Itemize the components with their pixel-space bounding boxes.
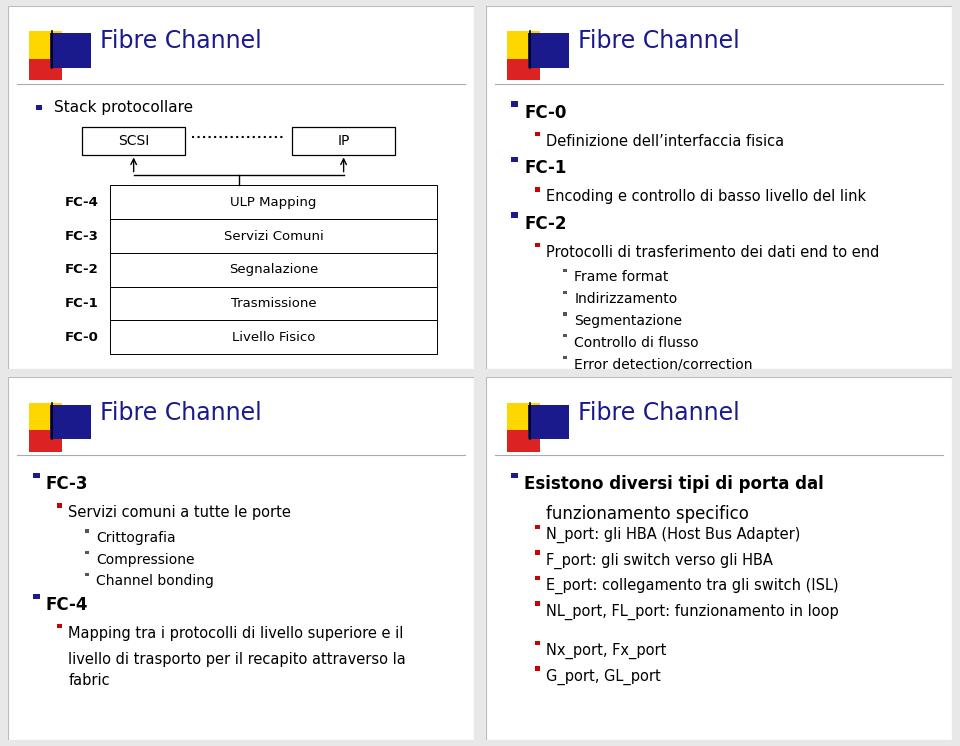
- Text: Livello Fisico: Livello Fisico: [232, 330, 315, 344]
- Text: Servizi Comuni: Servizi Comuni: [224, 230, 324, 242]
- Text: FC-4: FC-4: [64, 195, 99, 209]
- Text: Channel bonding: Channel bonding: [96, 574, 214, 589]
- Bar: [36, 105, 42, 110]
- Text: Fibre Channel: Fibre Channel: [578, 401, 740, 424]
- Bar: [512, 101, 518, 107]
- Bar: [57, 624, 62, 628]
- Bar: [292, 128, 395, 154]
- Bar: [507, 31, 540, 58]
- Bar: [563, 291, 567, 294]
- Text: Protocolli di trasferimento dei dati end to end: Protocolli di trasferimento dei dati end…: [546, 245, 879, 260]
- Text: F_port: gli switch verso gli HBA: F_port: gli switch verso gli HBA: [546, 553, 774, 568]
- Text: Compressione: Compressione: [96, 553, 195, 567]
- Text: Indirizzamento: Indirizzamento: [574, 292, 678, 306]
- Bar: [29, 58, 62, 81]
- Bar: [84, 530, 89, 533]
- Bar: [110, 219, 437, 253]
- Text: Frame format: Frame format: [574, 270, 669, 284]
- Bar: [535, 187, 540, 192]
- Text: FC-0: FC-0: [64, 330, 99, 344]
- Text: E_port: collegamento tra gli switch (ISL): E_port: collegamento tra gli switch (ISL…: [546, 578, 839, 594]
- Bar: [50, 404, 91, 439]
- Text: SCSI: SCSI: [118, 134, 149, 148]
- Bar: [512, 157, 518, 162]
- Bar: [29, 403, 62, 430]
- Text: FC-3: FC-3: [46, 475, 88, 493]
- Bar: [84, 551, 89, 554]
- Text: funzionamento specifico: funzionamento specifico: [546, 506, 750, 524]
- Bar: [34, 594, 40, 599]
- Bar: [535, 666, 540, 671]
- Bar: [563, 269, 567, 272]
- Text: Controllo di flusso: Controllo di flusso: [574, 336, 699, 350]
- Text: Definizione dell’interfaccia fisica: Definizione dell’interfaccia fisica: [546, 134, 784, 149]
- Bar: [507, 430, 540, 452]
- Bar: [563, 334, 567, 337]
- Bar: [110, 253, 437, 286]
- Bar: [535, 551, 540, 555]
- Text: Encoding e controllo di basso livello del link: Encoding e controllo di basso livello de…: [546, 189, 867, 204]
- Text: Segnalazione: Segnalazione: [229, 263, 319, 276]
- Text: N_port: gli HBA (Host Bus Adapter): N_port: gli HBA (Host Bus Adapter): [546, 527, 801, 543]
- Text: FC-1: FC-1: [65, 297, 99, 310]
- Text: NL_port, FL_port: funzionamento in loop: NL_port, FL_port: funzionamento in loop: [546, 604, 839, 619]
- Text: Trasmissione: Trasmissione: [230, 297, 317, 310]
- Bar: [528, 404, 569, 439]
- Bar: [535, 601, 540, 606]
- Text: Servizi comuni a tutte le porte: Servizi comuni a tutte le porte: [68, 506, 291, 521]
- Text: FC-3: FC-3: [64, 230, 99, 242]
- Bar: [29, 430, 62, 452]
- Bar: [535, 525, 540, 530]
- Text: Fibre Channel: Fibre Channel: [100, 29, 262, 53]
- Text: FC-1: FC-1: [524, 160, 566, 178]
- Text: Fibre Channel: Fibre Channel: [100, 401, 262, 424]
- Text: G_port, GL_port: G_port, GL_port: [546, 668, 661, 685]
- Bar: [563, 356, 567, 359]
- Bar: [535, 242, 540, 247]
- Bar: [535, 132, 540, 136]
- Bar: [507, 403, 540, 430]
- Text: Stack protocollare: Stack protocollare: [54, 100, 193, 115]
- Text: Crittografia: Crittografia: [96, 531, 176, 545]
- Bar: [84, 573, 89, 576]
- Text: Error detection/correction: Error detection/correction: [574, 357, 753, 372]
- Text: Mapping tra i protocolli di livello superiore e il: Mapping tra i protocolli di livello supe…: [68, 626, 404, 642]
- Bar: [535, 641, 540, 645]
- Text: FC-2: FC-2: [524, 215, 566, 233]
- Text: Fibre Channel: Fibre Channel: [578, 29, 740, 53]
- Bar: [110, 286, 437, 320]
- Bar: [83, 128, 185, 154]
- Text: livello di trasporto per il recapito attraverso la: livello di trasporto per il recapito att…: [68, 651, 406, 667]
- Text: Nx_port, Fx_port: Nx_port, Fx_port: [546, 643, 667, 659]
- Text: FC-4: FC-4: [46, 596, 88, 614]
- Bar: [535, 576, 540, 580]
- Text: IP: IP: [337, 134, 349, 148]
- Text: fabric: fabric: [68, 674, 110, 689]
- Text: FC-0: FC-0: [524, 104, 566, 122]
- Bar: [50, 33, 91, 68]
- Bar: [110, 320, 437, 354]
- Text: Segmentazione: Segmentazione: [574, 314, 683, 327]
- Bar: [110, 186, 437, 219]
- Bar: [57, 504, 62, 507]
- Bar: [563, 313, 567, 316]
- Bar: [34, 473, 40, 478]
- Text: ULP Mapping: ULP Mapping: [230, 195, 317, 209]
- Bar: [29, 31, 62, 58]
- Text: Esistono diversi tipi di porta dal: Esistono diversi tipi di porta dal: [524, 475, 824, 493]
- Bar: [512, 473, 518, 478]
- Bar: [507, 58, 540, 81]
- Bar: [528, 33, 569, 68]
- Text: FC-2: FC-2: [65, 263, 99, 276]
- Bar: [512, 213, 518, 218]
